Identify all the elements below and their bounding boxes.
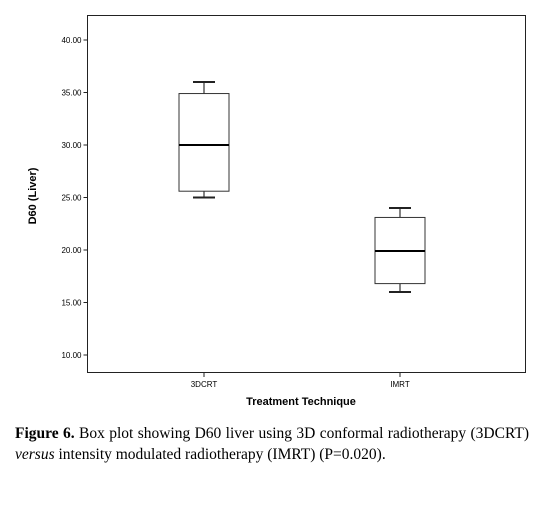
y-tick-label: 30.00 xyxy=(61,141,82,150)
box-imrt xyxy=(374,207,426,293)
y-tick-label: 25.00 xyxy=(61,194,82,203)
x-tick-label: IMRT xyxy=(390,380,410,389)
box-plot-chart: 10.00 15.00 20.00 25.00 30.00 35.00 40.00 3DCR… xyxy=(27,15,526,408)
figure-caption: Figure 6. Box plot showing D60 liver usi… xyxy=(15,423,529,465)
y-tick-label: 35.00 xyxy=(61,89,82,98)
x-axis-title: Treatment Technique xyxy=(246,396,356,408)
caption-label: Figure 6. xyxy=(15,425,75,442)
plot-frame xyxy=(87,15,526,373)
caption-italic: versus xyxy=(15,446,55,463)
box-3dcrt xyxy=(178,81,230,199)
y-axis-ticks: 10.00 15.00 20.00 25.00 30.00 35.00 40.00 xyxy=(61,36,88,360)
boxes-group xyxy=(178,81,426,293)
x-tick-label: 3DCRT xyxy=(191,380,218,389)
y-tick-label: 15.00 xyxy=(61,299,82,308)
y-tick-label: 20.00 xyxy=(61,246,82,255)
y-axis-title: D60 (Liver) xyxy=(27,167,39,224)
caption-text-2: intensity modulated radiotherapy (IMRT) … xyxy=(54,446,386,463)
iqr-box xyxy=(178,93,230,192)
y-tick-label: 10.00 xyxy=(61,351,82,360)
y-tick-label: 40.00 xyxy=(61,36,82,45)
x-axis-ticks: 3DCRT IMRT xyxy=(191,372,410,389)
caption-text-1: Box plot showing D60 liver using 3D conf… xyxy=(74,425,529,442)
